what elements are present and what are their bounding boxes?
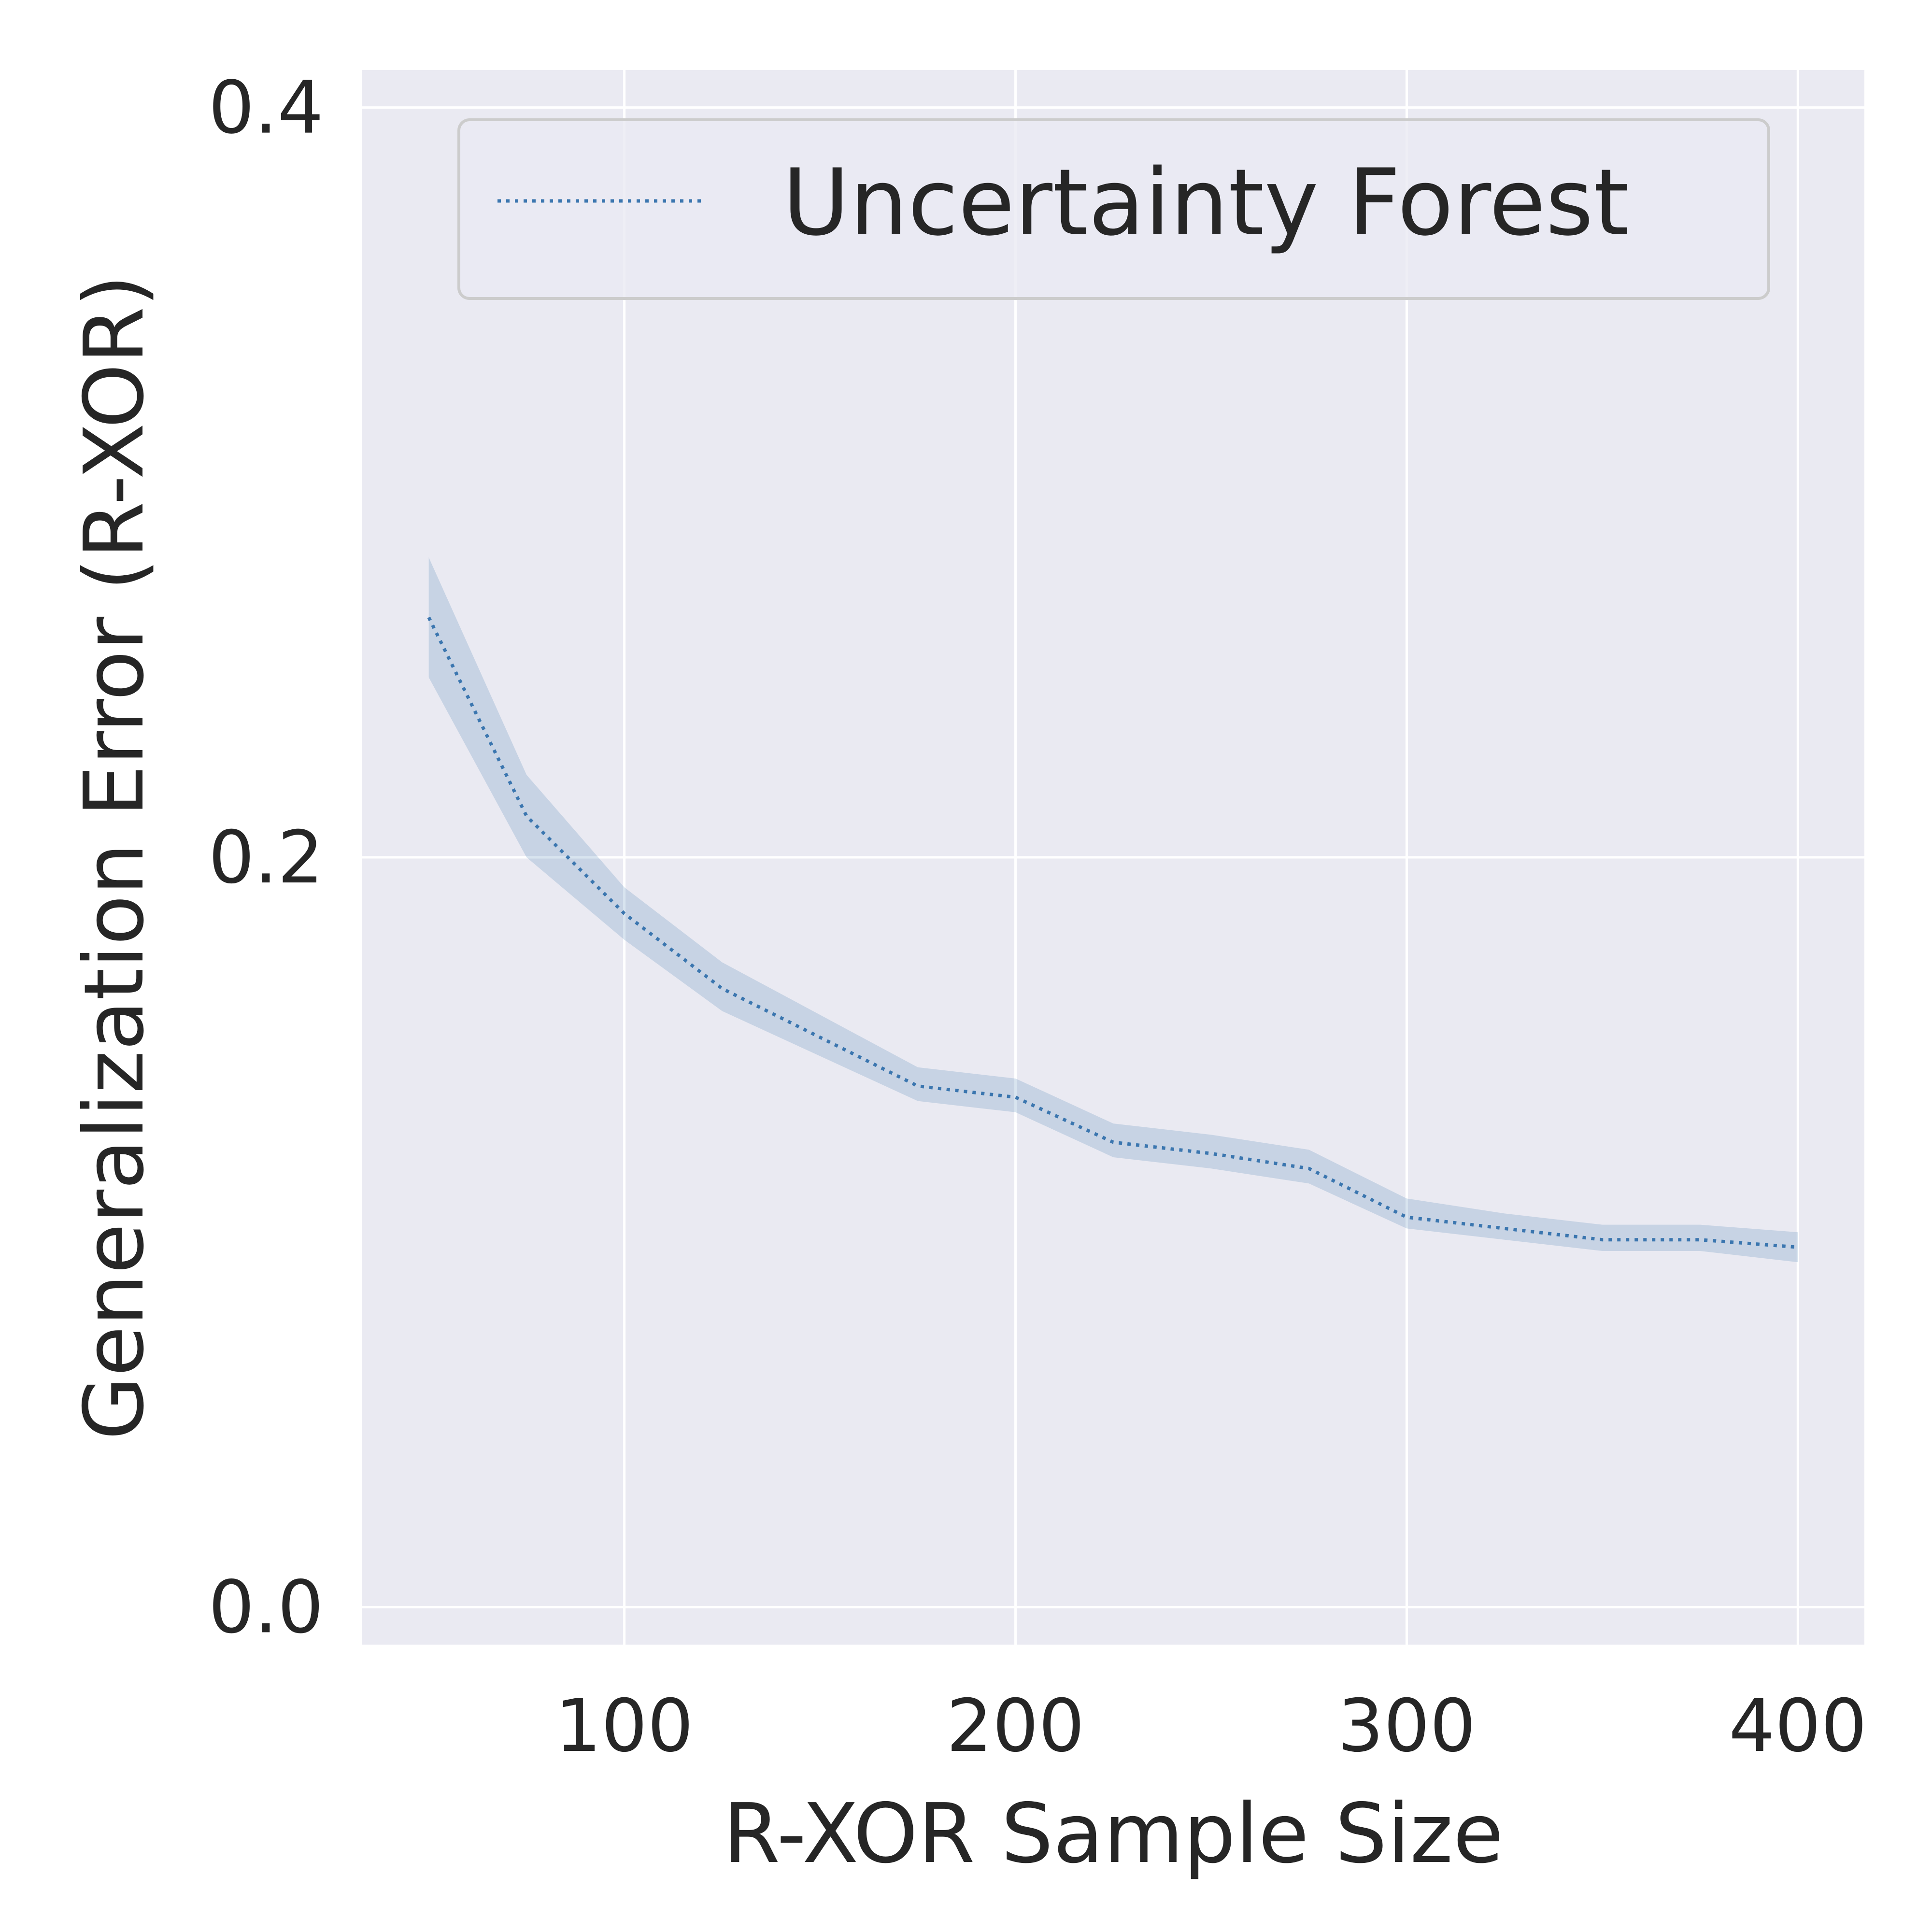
y-tick-label-0-2: 0.2 [208,816,324,900]
x-tick-label-200: 200 [946,1684,1084,1768]
y-tick-label-0: 0.0 [208,1565,324,1649]
series-line-0 [427,616,1798,1249]
y-tick-label-0-4: 0.4 [208,66,324,150]
y-axis-label: Generalization Error (R-XOR) [67,275,162,1440]
y-gridlines [362,106,1864,1608]
x-tick-labels: 100 200 300 400 [555,1684,1867,1768]
x-axis-label: R-XOR Sample Size [723,1786,1504,1882]
x-tick-label-100: 100 [555,1684,693,1768]
legend-label-uncertainty-forest: Uncertainty Forest [782,149,1630,256]
legend-box [457,118,1770,300]
x-tick-label-300: 300 [1337,1684,1476,1768]
legend: Uncertainty Forest [457,118,1770,300]
y-tick-labels: 0.0 0.2 0.4 [208,66,324,1650]
series-lines [427,616,1798,1249]
x-tick-label-400: 400 [1729,1684,1867,1768]
